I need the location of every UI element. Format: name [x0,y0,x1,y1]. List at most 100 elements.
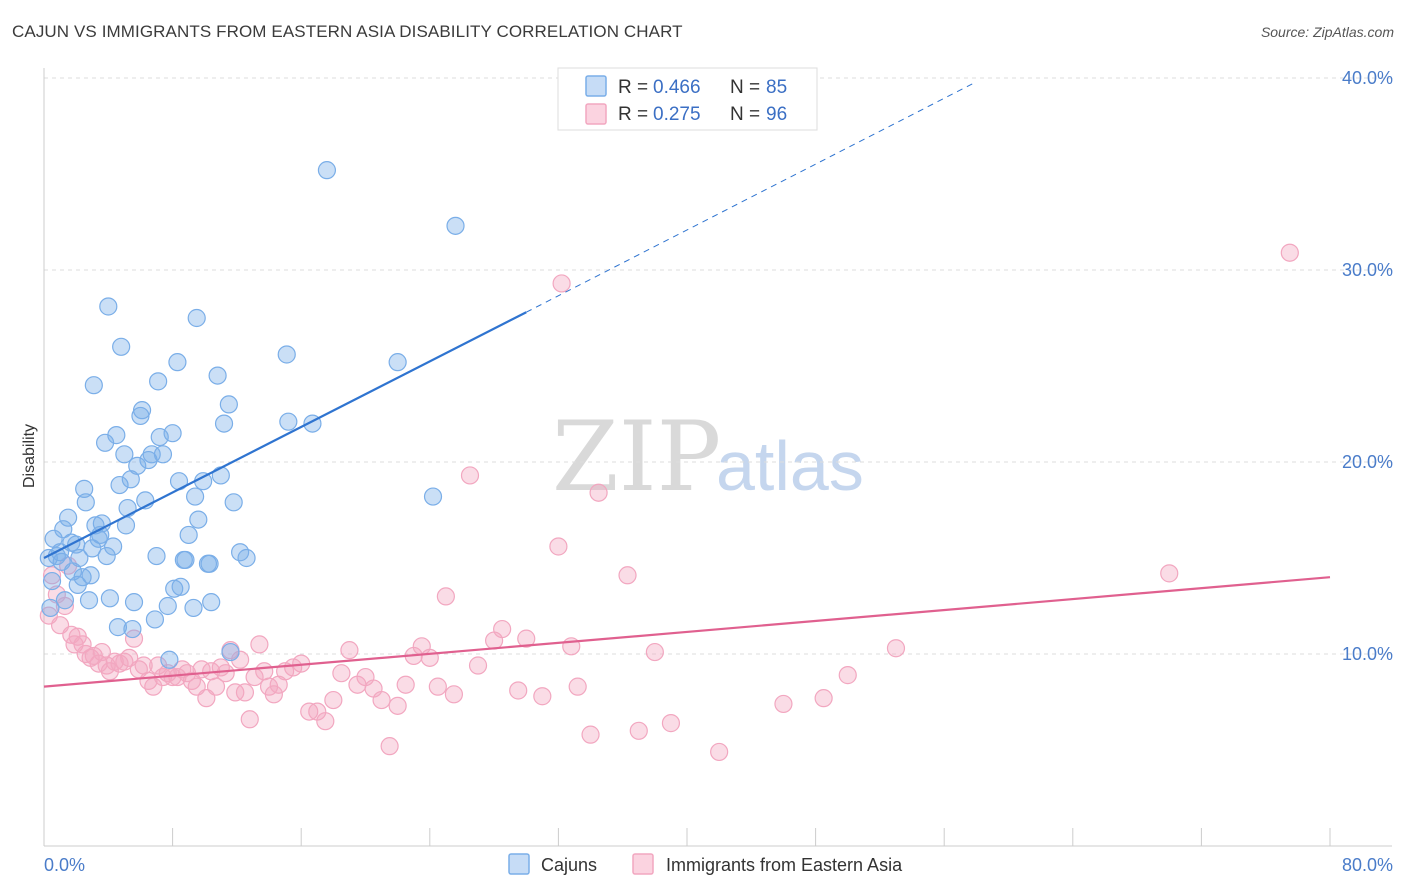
cajun-point-45 [149,372,168,391]
asia-point-50 [264,685,283,704]
legend-r-value-asia: 0.275 [653,104,701,125]
series-asia-points [39,243,1299,762]
cajun-point-47 [153,445,173,464]
cajun-point-78 [423,487,443,506]
cajun-point-15 [76,493,95,512]
cajun-point-37 [124,593,144,612]
cajun-point-69 [221,642,240,662]
cajun-point-66 [211,466,230,485]
watermark-zip: ZIP [552,401,721,513]
asia-point-9 [73,635,92,654]
asia-point-75 [468,656,488,675]
asia-point-96 [1160,564,1179,583]
cajun-point-67 [214,414,234,433]
asia-point-85 [581,725,600,744]
axes [43,68,1392,847]
chart-title: CAJUN VS IMMIGRANTS FROM EASTERN ASIA DI… [12,22,683,41]
watermark-atlas: atlas [716,427,864,505]
asia-point-47 [250,635,269,654]
cajun-point-27 [104,537,123,556]
cajun-point-36 [123,619,142,639]
cajun-point-58 [186,487,205,506]
asia-point-71 [428,677,447,696]
bottom-legend: Cajuns Immigrants from Eastern Asia [508,853,903,875]
bottom-legend-swatch-cajun [508,853,530,875]
cajun-point-51 [165,579,184,598]
cajun-point-64 [202,593,221,612]
cajun-point-68 [219,395,238,414]
gridlines [44,77,1392,655]
cajun-point-81 [52,552,71,571]
watermark: ZIP atlas [552,401,864,513]
legend-n-label-cajun: N = [730,77,760,98]
asia-point-95 [886,639,906,658]
asia-point-93 [814,689,833,708]
asia-point-43 [231,650,250,669]
asia-point-86 [589,483,608,502]
bottom-legend-swatch-asia [632,853,654,875]
asia-point-79 [517,629,536,648]
asia-point-74 [460,466,480,485]
asia-point-80 [533,687,552,706]
asia-point-90 [661,714,681,733]
cajun-point-24 [97,546,116,566]
cajun-point-44 [145,610,165,629]
asia-point-40 [216,664,235,683]
asia-point-89 [645,642,664,662]
y-tick-label-3: 40.0% [1342,68,1393,88]
cajun-point-73 [277,345,296,364]
cajun-point-59 [187,308,206,328]
asia-point-65 [380,737,399,756]
asia-point-84 [568,677,587,696]
asia-point-44 [235,683,255,702]
asia-point-26 [149,656,168,675]
y-tick-label-1: 20.0% [1342,452,1393,472]
cajun-point-31 [112,337,131,356]
source-credit: Source: ZipAtlas.com [1260,24,1394,40]
y-tick-label-0: 10.0% [1342,644,1393,664]
legend-r-label-asia: R = [618,104,648,125]
cajun-trend-extension [526,81,977,313]
cajun-point-60 [189,510,208,529]
cajun-point-26 [100,589,120,608]
asia-point-1 [42,566,62,585]
cajun-point-63 [200,554,219,573]
cajun-point-34 [118,498,137,518]
asia-point-82 [552,274,571,293]
cajun-point-48 [158,596,177,616]
y-tick-label-2: 30.0% [1342,260,1393,280]
legend-n-value-cajun: 85 [766,77,787,98]
cajun-point-5 [54,520,73,539]
asia-point-97 [1280,243,1299,262]
x-tick-label-1: 80.0% [1342,855,1393,875]
asia-point-57 [316,712,335,731]
cajun-point-54 [171,577,190,596]
asia-point-16 [100,662,120,681]
cajun-point-7 [59,508,78,527]
asia-point-38 [206,677,226,696]
cajun-point-83 [147,546,166,566]
legend-r-value-cajun: 0.466 [653,77,701,98]
cajun-point-25 [99,297,118,316]
asia-point-14 [92,642,111,662]
trend-lines [43,81,1331,688]
cajun-point-74 [279,412,298,431]
asia-trend-line [43,576,1331,688]
bottom-legend-label-asia: Immigrants from Eastern Asia [666,855,903,875]
cajun-point-77 [388,353,407,372]
cajun-point-1 [42,571,62,591]
asia-point-4 [55,596,74,616]
cajun-point-56 [176,550,195,570]
asia-point-64 [372,690,391,710]
bottom-legend-label-cajun: Cajuns [541,855,597,875]
cajun-point-50 [163,424,182,443]
asia-point-72 [436,587,455,606]
cajun-point-38 [128,456,147,475]
asia-point-58 [324,690,343,710]
cajun-point-18 [84,376,103,395]
asia-point-59 [332,664,351,683]
asia-point-45 [240,710,259,729]
cajun-point-84 [179,525,198,545]
asia-point-92 [774,694,793,714]
